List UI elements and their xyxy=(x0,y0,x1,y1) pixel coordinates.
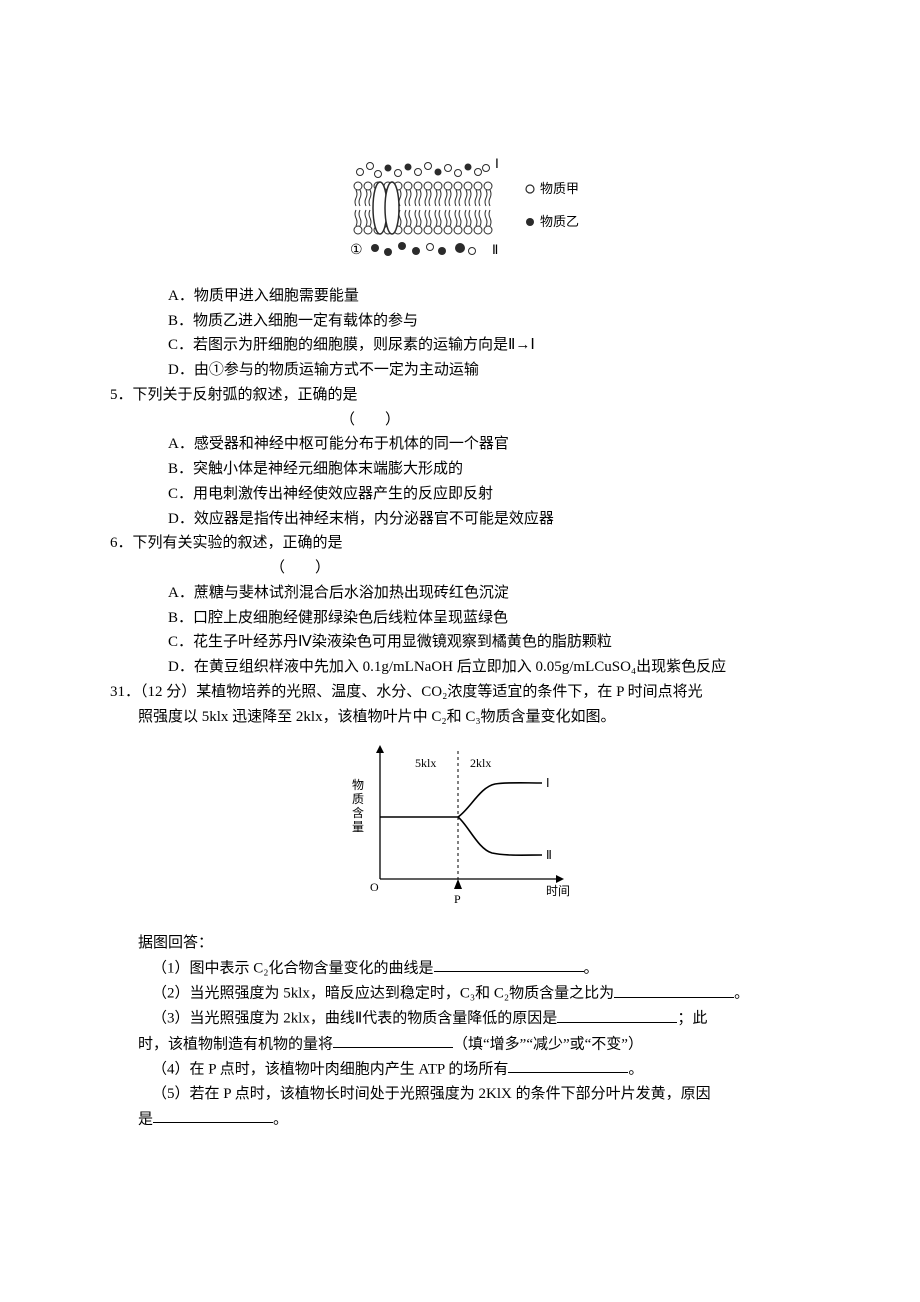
q31-s3-d: （填“增多”“减少”或“不变”） xyxy=(453,1036,643,1052)
x-label: 时间 xyxy=(546,884,570,898)
q4-option-c: C．若图示为肝细胞的细胞膜，则尿素的运输方向是Ⅱ→Ⅰ xyxy=(110,333,810,358)
origin-o: O xyxy=(370,880,379,894)
curve-1-label: Ⅰ xyxy=(546,776,550,790)
curve-1 xyxy=(458,783,542,817)
y-label-2: 质 xyxy=(352,792,364,806)
q31-intro-line2: 照强度以 5klx 迅速降至 2klx，该植物叶片中 C₂和 C₃物质含量变化如… xyxy=(110,705,810,730)
q31-s5-c: 。 xyxy=(273,1111,288,1127)
q5-option-c: C．用电刺激传出神经使效应器产生的反应即反射 xyxy=(110,482,810,507)
legend-a-text: 物质甲 xyxy=(540,181,579,196)
q31-s1: （1）图中表示 C₂化合物含量变化的曲线是 。 xyxy=(138,956,810,981)
p-arrow xyxy=(454,879,462,889)
q31-after: 据图回答： xyxy=(110,931,810,956)
q31-chart: 5klx 2klx Ⅰ Ⅱ 物 质 含 量 O P 时间 xyxy=(110,739,810,923)
q6-option-c: C．花生子叶经苏丹Ⅳ染液染色可用显微镜观察到橘黄色的脂肪颗粒 xyxy=(110,630,810,655)
membrane-figure: Ⅰ 物质甲 物质乙 xyxy=(110,154,810,278)
q31-s3-b: ；此 xyxy=(677,1011,707,1027)
q4-option-d: D．由①参与的物质运输方式不一定为主动运输 xyxy=(110,358,810,383)
q6-option-a: A．蔗糖与斐林试剂混合后水浴加热出现砖红色沉淀 xyxy=(110,581,810,606)
legend-open-circle xyxy=(526,185,534,193)
q31-s3-blank1[interactable] xyxy=(557,1006,677,1023)
q31-s3-blank2[interactable] xyxy=(333,1032,453,1049)
q31-s3-c: 时，该植物制造有机物的量将 xyxy=(138,1036,333,1052)
q31-s3-a: （3）当光照强度为 2klx，曲线Ⅱ代表的物质含量降低的原因是 xyxy=(152,1011,557,1027)
x-axis-arrow xyxy=(556,875,564,883)
q31-s2-blank[interactable] xyxy=(614,981,734,998)
bottom-particles xyxy=(371,242,476,256)
q6-stem: 6．下列有关实验的叙述，正确的是 xyxy=(110,531,810,556)
q31-s3-line1: （3）当光照强度为 2klx，曲线Ⅱ代表的物质含量降低的原因是 ；此 xyxy=(138,1006,810,1031)
circled-one: ① xyxy=(350,243,363,258)
curve-2-label: Ⅱ xyxy=(546,848,552,862)
y-label-4: 量 xyxy=(352,820,364,834)
q31-s5-blank[interactable] xyxy=(153,1107,273,1124)
q5-stem: 5．下列关于反射弧的叙述，正确的是 xyxy=(110,383,810,408)
q31-s1-blank[interactable] xyxy=(434,956,584,973)
curve-2 xyxy=(458,817,542,855)
q31-s1-b: 。 xyxy=(584,960,599,976)
q31-s3-line2: 时，该植物制造有机物的量将 （填“增多”“减少”或“不变”） xyxy=(138,1032,810,1057)
y-label-3: 含 xyxy=(352,805,364,820)
q5-option-a: A．感受器和神经中枢可能分布于机体的同一个器官 xyxy=(110,432,810,457)
q4-option-a: A．物质甲进入细胞需要能量 xyxy=(110,284,810,309)
q31-s2-a: （2）当光照强度为 5klx，暗反应达到稳定时，C₃和 C₂物质含量之比为 xyxy=(152,986,614,1002)
q5-option-d: D．效应器是指传出神经末梢，内分泌器官不可能是效应器 xyxy=(110,507,810,532)
membrane-svg: Ⅰ 物质甲 物质乙 xyxy=(320,154,600,269)
q31-s5-line1: （5）若在 P 点时，该植物长时间处于光照强度为 2KlX 的条件下部分叶片发黄… xyxy=(138,1082,810,1107)
q31-s4: （4）在 P 点时，该植物叶肉细胞内产生 ATP 的场所有 。 xyxy=(138,1057,810,1082)
q6-option-b: B．口腔上皮细胞经健那绿染色后线粒体呈现蓝绿色 xyxy=(110,606,810,631)
q4-option-b: B．物质乙进入细胞一定有载体的参与 xyxy=(110,309,810,334)
roman-top: Ⅰ xyxy=(495,156,499,171)
region-2klx: 2klx xyxy=(470,756,491,770)
q31-s4-blank[interactable] xyxy=(508,1057,628,1074)
q31-chart-svg: 5klx 2klx Ⅰ Ⅱ 物 质 含 量 O P 时间 xyxy=(330,739,590,914)
q6-option-d: D．在黄豆组织样液中先加入 0.1g/mLNaOH 后立即加入 0.05g/mL… xyxy=(110,655,810,680)
q5-paren: （ ） xyxy=(110,408,810,433)
q31-s5-line2: 是。 xyxy=(138,1107,810,1132)
y-label-1: 物 xyxy=(352,778,364,792)
top-particles xyxy=(357,163,490,178)
legend-b-text: 物质乙 xyxy=(540,214,579,229)
q31-s5-b: 是 xyxy=(138,1111,153,1127)
q31-s4-a: （4）在 P 点时，该植物叶肉细胞内产生 ATP 的场所有 xyxy=(152,1061,508,1077)
bilayer xyxy=(354,182,492,234)
q6-paren: （ ） xyxy=(110,556,810,581)
q31-s2-b: 。 xyxy=(734,986,749,1002)
region-5klx: 5klx xyxy=(415,756,436,770)
legend-filled-circle xyxy=(526,218,534,226)
q31-intro-line1: 31．（12 分）某植物培养的光照、温度、水分、CO₂浓度等适宜的条件下，在 P… xyxy=(110,680,810,705)
q31-subquestions: （1）图中表示 C₂化合物含量变化的曲线是。 （2）当光照强度为 5klx，暗反… xyxy=(110,956,810,1132)
y-axis-arrow xyxy=(376,745,384,753)
q31-s2: （2）当光照强度为 5klx，暗反应达到稳定时，C₃和 C₂物质含量之比为 。 xyxy=(138,981,810,1006)
roman-bottom: Ⅱ xyxy=(492,242,498,257)
q31-s1-a: （1）图中表示 C₂化合物含量变化的曲线是 xyxy=(152,960,434,976)
q31-s4-b: 。 xyxy=(628,1061,643,1077)
p-label: P xyxy=(454,892,461,906)
q5-option-b: B．突触小体是神经元细胞体末端膨大形成的 xyxy=(110,457,810,482)
